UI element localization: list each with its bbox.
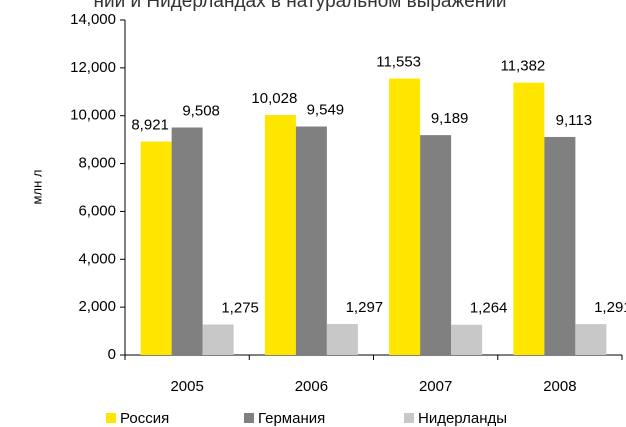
y-tick-label: 8,000 [78, 155, 116, 172]
y-tick-label: 6,000 [78, 202, 116, 219]
bar [544, 136, 576, 355]
value-label: 1,275 [221, 299, 259, 316]
y-tick-label: 4,000 [78, 250, 116, 267]
legend-label: Германия [258, 410, 325, 427]
legend-swatch [404, 413, 414, 423]
value-label: 1,297 [346, 299, 384, 316]
legend-label: Россия [120, 410, 169, 427]
y-tick-label: 14,000 [70, 11, 116, 28]
value-label: 11,553 [376, 54, 421, 71]
chart-title: ний и Нидерландах в натуральном выражени… [94, 0, 507, 12]
value-label: 10,028 [251, 90, 297, 107]
y-tick-label: 10,000 [70, 107, 116, 124]
y-tick-label: 2,000 [78, 298, 116, 315]
bar [513, 82, 545, 356]
value-label: 9,189 [431, 110, 469, 127]
bar [171, 127, 203, 355]
value-label: 9,508 [182, 102, 220, 119]
legend-swatch [244, 413, 254, 423]
legend-swatch [106, 413, 116, 423]
value-label: 11,382 [500, 58, 545, 75]
bar [264, 115, 296, 356]
x-tick-label: 2008 [543, 378, 576, 395]
bar [295, 126, 327, 355]
value-label: 9,113 [556, 112, 592, 129]
bar [575, 324, 607, 355]
bar [420, 135, 452, 355]
bar [326, 323, 358, 355]
y-tick-label: 0 [108, 346, 116, 363]
value-label: 9,549 [307, 101, 345, 118]
value-label: 1,264 [470, 300, 508, 317]
bar [389, 78, 421, 355]
bar [202, 324, 234, 355]
x-tick-label: 2007 [419, 378, 452, 395]
x-tick-label: 2005 [170, 378, 203, 395]
bar [451, 324, 483, 355]
y-axis-label: млн л [29, 170, 44, 205]
value-label: 8,921 [131, 117, 169, 134]
y-tick-label: 12,000 [70, 59, 116, 76]
x-tick-label: 2006 [295, 378, 328, 395]
bar [140, 141, 172, 355]
legend-label: Нидерланды [418, 410, 507, 427]
value-label: 1,291 [594, 299, 626, 316]
